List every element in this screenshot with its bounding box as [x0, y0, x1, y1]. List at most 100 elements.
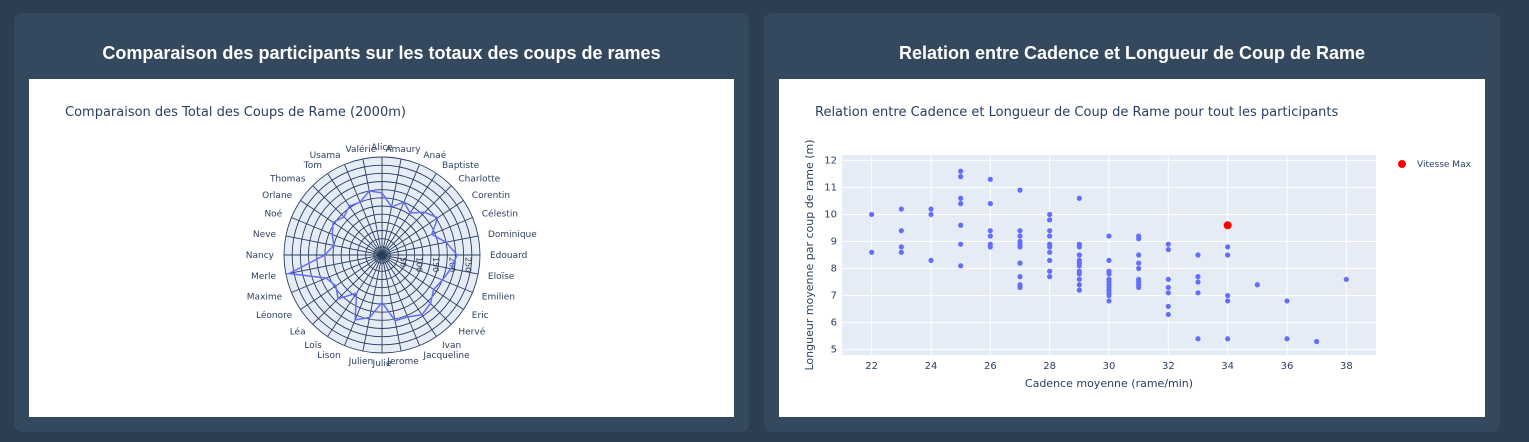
scatter-point[interactable] [1076, 282, 1082, 288]
scatter-point[interactable] [1165, 276, 1171, 282]
scatter-point[interactable] [958, 174, 964, 180]
scatter-point[interactable] [869, 249, 875, 255]
scatter-point[interactable] [958, 222, 964, 228]
scatter-point[interactable] [1225, 252, 1231, 258]
legend-marker-vitesse-max[interactable] [1398, 160, 1406, 168]
scatter-point[interactable] [1047, 274, 1053, 280]
scatter-point[interactable] [987, 228, 993, 234]
scatter-point[interactable] [898, 249, 904, 255]
scatter-point[interactable] [987, 233, 993, 239]
scatter-point[interactable] [898, 244, 904, 250]
scatter-point[interactable] [1017, 228, 1023, 234]
scatter-point[interactable] [1195, 279, 1201, 285]
scatter-point[interactable] [987, 244, 993, 250]
scatter-point[interactable] [987, 176, 993, 182]
scatter-point[interactable] [987, 201, 993, 207]
scatter-point[interactable] [1106, 292, 1112, 299]
scatter-point[interactable] [1106, 233, 1112, 239]
scatter-point[interactable] [1343, 276, 1349, 282]
radar-spoke [291, 217, 383, 256]
scatter-point[interactable] [1106, 298, 1112, 304]
scatter-point[interactable] [1047, 228, 1053, 234]
scatter-point[interactable] [958, 168, 964, 174]
radar-axis-label: Anaé [423, 150, 446, 161]
scatter-point[interactable] [1017, 284, 1023, 291]
scatter-y-tick-label: 7 [831, 291, 837, 302]
radar-axis-label: Hervé [458, 326, 485, 337]
scatter-point[interactable] [1017, 244, 1023, 250]
scatter-point[interactable] [898, 228, 904, 234]
scatter-point[interactable] [928, 206, 934, 212]
scatter-point[interactable] [928, 257, 934, 264]
scatter-point[interactable] [1225, 298, 1231, 304]
radar-axis-label: Orlane [262, 191, 293, 201]
scatter-point[interactable] [1136, 236, 1142, 242]
scatter-point[interactable] [1314, 338, 1320, 345]
scatter-point[interactable] [1165, 303, 1171, 309]
scatter-plot-area[interactable]: 22 24 26 28 30 32 34 36 38 5 6 7 8 9 10 11 12 Cadence moy… [779, 79, 1485, 417]
scatter-point[interactable] [1284, 336, 1290, 342]
scatter-point[interactable] [1076, 252, 1082, 258]
legend-label-vitesse-max[interactable]: Vitesse Max [1417, 160, 1472, 170]
scatter-point[interactable] [1017, 260, 1023, 266]
scatter-point[interactable] [958, 263, 964, 269]
scatter-point[interactable] [1136, 260, 1142, 266]
scatter-point[interactable] [1136, 252, 1142, 258]
scatter-point[interactable] [1047, 257, 1053, 264]
scatter-point[interactable] [1195, 252, 1201, 258]
radar-axis-label: Alice [371, 143, 393, 153]
scatter-point[interactable] [1284, 298, 1290, 304]
scatter-point[interactable] [958, 195, 964, 201]
scatter-point[interactable] [1165, 246, 1171, 253]
scatter-point[interactable] [1136, 265, 1142, 272]
scatter-point[interactable] [1225, 336, 1231, 342]
scatter-point[interactable] [1047, 244, 1053, 250]
scatter-point[interactable] [958, 201, 964, 207]
radar-spoke [344, 254, 383, 346]
scatter-point[interactable] [1047, 211, 1053, 218]
radar-plot-area[interactable]: Alice Amaury Anaé Baptiste Charlotte Corentin… [29, 79, 734, 417]
scatter-point[interactable] [898, 206, 904, 212]
scatter-point[interactable] [1017, 187, 1023, 193]
scatter-point[interactable] [1076, 271, 1082, 277]
scatter-point[interactable] [958, 241, 964, 247]
radar-axis-label: Jacqueline [422, 351, 470, 361]
scatter-chart[interactable]: 22 24 26 28 30 32 34 36 38 5 6 7 8 9 10 11 12 Cadence moy… [779, 79, 1485, 417]
scatter-y-tick-label: 8 [831, 264, 837, 275]
scatter-point[interactable] [1195, 336, 1201, 342]
radar-series-line[interactable] [286, 190, 458, 322]
scatter-point[interactable] [1047, 249, 1053, 255]
radar-spoke [362, 254, 383, 352]
scatter-point[interactable] [1195, 274, 1201, 280]
scatter-point[interactable] [1225, 292, 1231, 299]
scatter-point[interactable] [1076, 263, 1082, 269]
scatter-point[interactable] [1165, 241, 1171, 247]
scatter-point[interactable] [1076, 244, 1082, 250]
scatter-point[interactable] [1076, 287, 1082, 293]
scatter-point[interactable] [1047, 217, 1053, 223]
scatter-point[interactable] [1047, 268, 1053, 274]
scatter-point[interactable] [1106, 257, 1112, 264]
scatter-point[interactable] [1017, 274, 1023, 280]
scatter-point[interactable] [1165, 290, 1171, 296]
scatter-point[interactable] [1195, 290, 1201, 296]
scatter-x-tick-label: 26 [984, 361, 997, 372]
scatter-point[interactable] [1165, 311, 1171, 318]
scatter-point[interactable] [869, 211, 875, 218]
scatter-point[interactable] [1225, 244, 1231, 250]
scatter-y-axis-title: Longueur moyenne par coup de rame (m) [803, 139, 816, 370]
scatter-x-tick-label: 38 [1340, 361, 1353, 372]
scatter-x-tick-label: 24 [925, 361, 938, 372]
scatter-point[interactable] [1017, 233, 1023, 239]
scatter-point[interactable] [1106, 271, 1112, 277]
scatter-point[interactable] [1254, 282, 1260, 288]
radar-spoke [381, 254, 473, 293]
scatter-highlight-point[interactable] [1223, 221, 1232, 230]
scatter-point[interactable] [1047, 233, 1053, 239]
scatter-point[interactable] [1165, 284, 1171, 291]
scatter-point[interactable] [928, 211, 934, 218]
scatter-point[interactable] [1076, 276, 1082, 282]
scatter-point[interactable] [1136, 284, 1142, 291]
scatter-point[interactable] [1076, 195, 1082, 201]
